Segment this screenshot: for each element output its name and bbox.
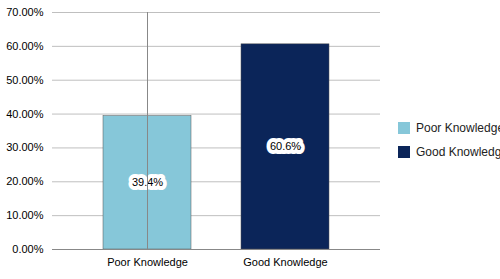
svg-text:39.4%: 39.4%: [131, 176, 164, 189]
svg-text:50.00%: 50.00%: [6, 74, 44, 86]
svg-text:0.00%: 0.00%: [12, 243, 43, 255]
svg-text:40.00%: 40.00%: [6, 108, 44, 120]
svg-text:30.00%: 30.00%: [6, 141, 44, 153]
svg-text:10.00%: 10.00%: [6, 209, 44, 221]
svg-text:Good Knowledge: Good Knowledge: [243, 256, 327, 268]
svg-text:20.00%: 20.00%: [6, 175, 44, 187]
svg-text:60.6%: 60.6%: [270, 140, 301, 152]
svg-text:70.00%: 70.00%: [6, 6, 44, 18]
svg-text:60.00%: 60.00%: [6, 40, 44, 52]
svg-text:Poor Knowledge: Poor Knowledge: [107, 256, 188, 268]
